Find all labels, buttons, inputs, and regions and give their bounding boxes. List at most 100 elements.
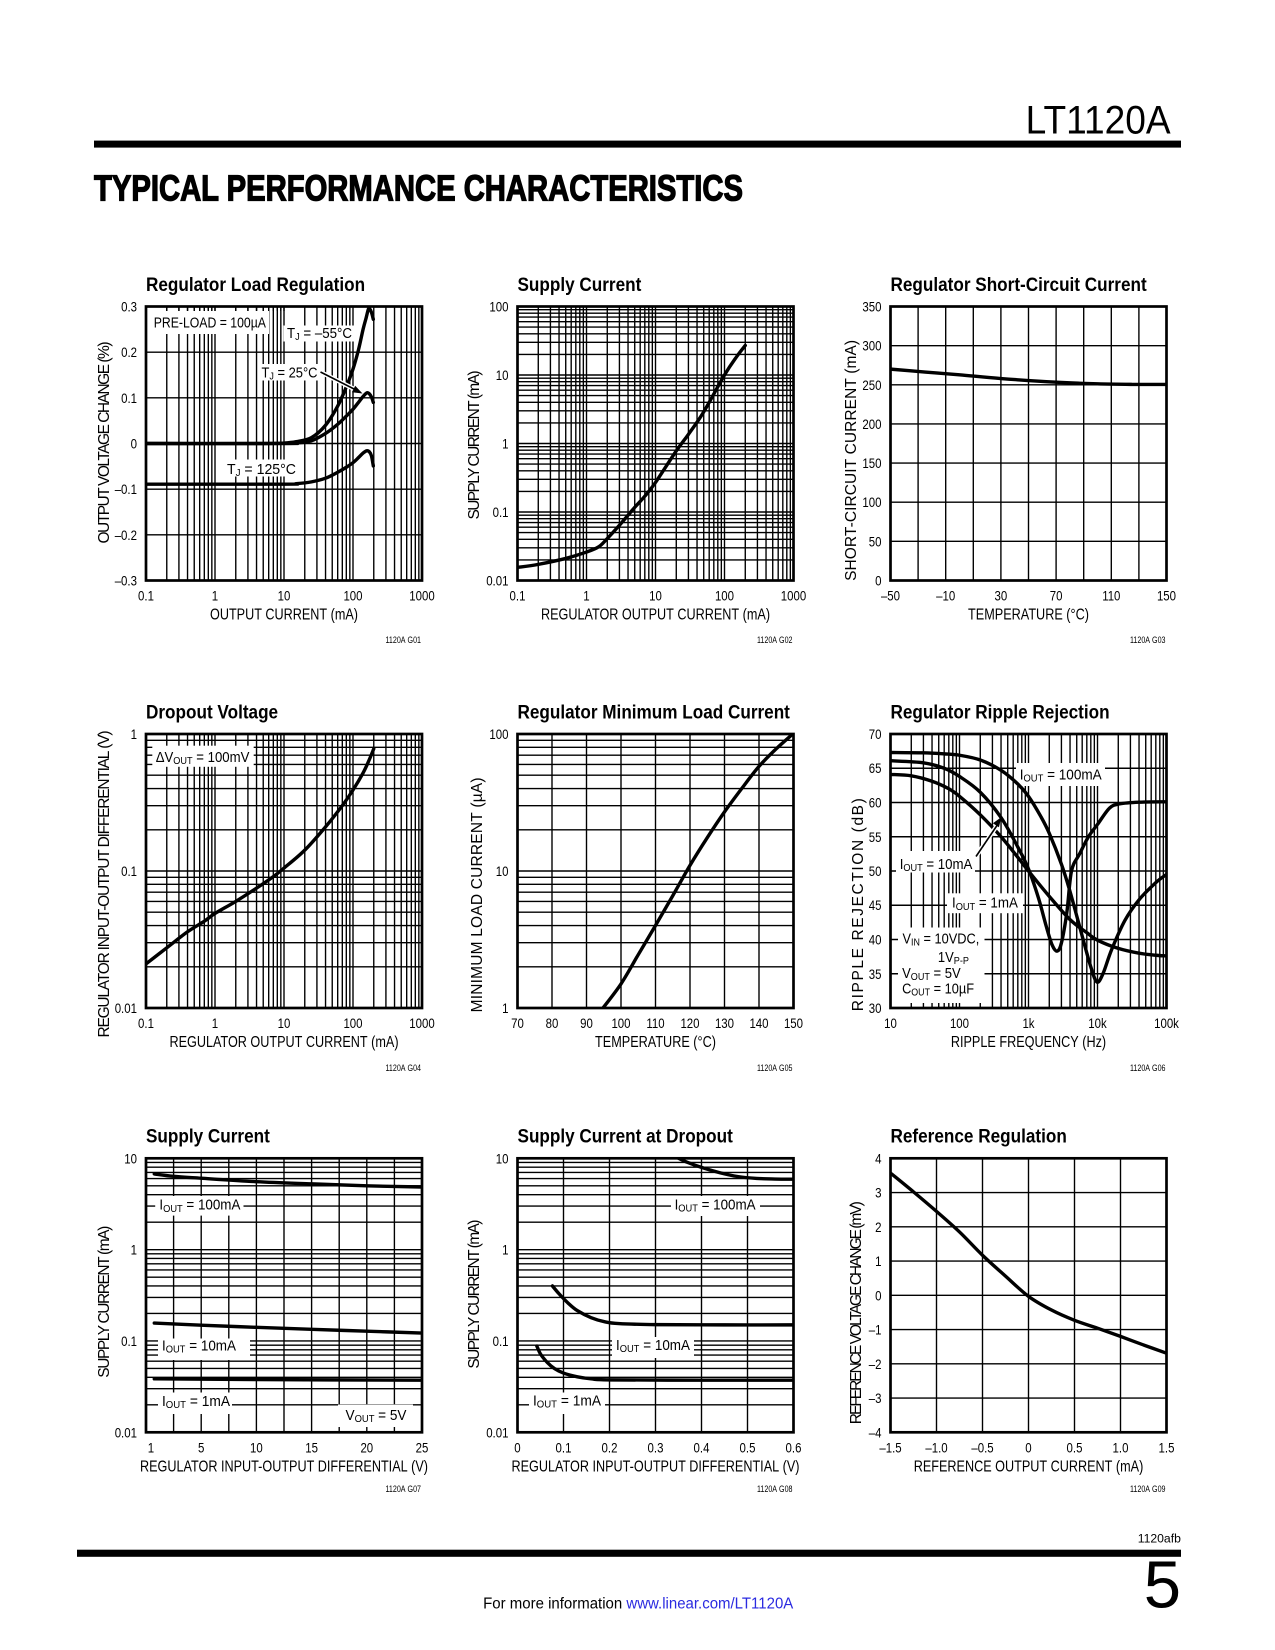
- svg-text:SUPPLY CURRENT (mA): SUPPLY CURRENT (mA): [466, 1220, 483, 1369]
- svg-text:200: 200: [862, 416, 881, 432]
- svg-text:0.3: 0.3: [648, 1440, 664, 1456]
- svg-text:10: 10: [884, 1015, 897, 1031]
- svg-text:= 1mA: = 1mA: [975, 895, 1018, 912]
- svg-text:0: 0: [1025, 1440, 1032, 1456]
- svg-text:I: I: [162, 1338, 166, 1355]
- svg-text:RIPPLE FREQUENCY (Hz): RIPPLE FREQUENCY (Hz): [951, 1034, 1106, 1051]
- svg-text:100: 100: [950, 1015, 969, 1031]
- svg-text:0.1: 0.1: [493, 504, 509, 520]
- svg-text:1000: 1000: [781, 588, 807, 604]
- svg-text:140: 140: [749, 1015, 768, 1031]
- svg-text:= 100mA: = 100mA: [183, 1197, 241, 1214]
- svg-text:–10: –10: [936, 588, 955, 604]
- svg-text:TEMPERATURE (°C): TEMPERATURE (°C): [595, 1034, 716, 1051]
- svg-text:–1.0: –1.0: [925, 1440, 947, 1456]
- svg-text:Reference Regulation: Reference Regulation: [891, 1126, 1067, 1148]
- svg-text:Supply Current: Supply Current: [518, 274, 642, 296]
- svg-text:80: 80: [546, 1015, 559, 1031]
- svg-text:70: 70: [511, 1015, 524, 1031]
- svg-text:I: I: [159, 1197, 163, 1214]
- svg-text:= 1mA: = 1mA: [186, 1393, 230, 1410]
- svg-text:= 125°C: = 125°C: [241, 461, 297, 478]
- svg-text:1120A G09: 1120A G09: [1130, 1484, 1166, 1494]
- svg-text:OUT: OUT: [173, 756, 193, 767]
- svg-text:I: I: [162, 1393, 166, 1410]
- svg-text:1: 1: [131, 1242, 138, 1258]
- svg-text:10: 10: [496, 863, 509, 879]
- svg-text:1: 1: [212, 1015, 219, 1031]
- svg-text:OUT: OUT: [678, 1204, 698, 1215]
- svg-text:REFERENCE VOLTAGE CHANGE (mV): REFERENCE VOLTAGE CHANGE (mV): [848, 1201, 865, 1424]
- svg-text:30: 30: [995, 588, 1008, 604]
- svg-text:1.0: 1.0: [1113, 1440, 1129, 1456]
- svg-text:110: 110: [1102, 588, 1120, 604]
- svg-text:OUTPUT CURRENT (mA): OUTPUT CURRENT (mA): [210, 607, 358, 624]
- svg-text:OUT: OUT: [911, 988, 930, 999]
- svg-text:J: J: [295, 332, 300, 343]
- svg-text:= –55°C: = –55°C: [300, 325, 352, 342]
- svg-text:150: 150: [1157, 588, 1176, 604]
- svg-text:= 10mA: = 10mA: [186, 1338, 237, 1355]
- svg-text:OUTPUT VOLTAGE CHANGE (%): OUTPUT VOLTAGE CHANGE (%): [96, 342, 113, 544]
- svg-text:40: 40: [869, 932, 882, 948]
- svg-text:1120A G02: 1120A G02: [757, 635, 793, 645]
- svg-text:0.1: 0.1: [121, 863, 137, 879]
- svg-text:C: C: [902, 981, 911, 998]
- svg-text:0.2: 0.2: [602, 1440, 618, 1456]
- svg-text:0.1: 0.1: [138, 1015, 154, 1031]
- svg-text:1120A G03: 1120A G03: [1130, 635, 1166, 645]
- svg-text:10: 10: [496, 1150, 509, 1166]
- svg-text:1000: 1000: [409, 1015, 435, 1031]
- svg-text:REGULATOR INPUT-OUTPUT DIFFERE: REGULATOR INPUT-OUTPUT DIFFERENTIAL (V): [512, 1458, 800, 1475]
- svg-text:OUT: OUT: [166, 1400, 187, 1411]
- svg-text:= 100mV: = 100mV: [193, 749, 250, 766]
- svg-text:0.2: 0.2: [121, 344, 137, 360]
- svg-text:120: 120: [680, 1015, 699, 1031]
- svg-text:350: 350: [862, 299, 881, 315]
- svg-text:1: 1: [131, 726, 138, 742]
- svg-text:I: I: [952, 895, 956, 912]
- svg-text:150: 150: [784, 1015, 803, 1031]
- svg-text:1120A G01: 1120A G01: [386, 635, 422, 645]
- svg-text:SUPPLY CURRENT (mA): SUPPLY CURRENT (mA): [96, 1226, 113, 1378]
- svg-text:= 10mA: = 10mA: [640, 1337, 691, 1354]
- svg-text:1: 1: [502, 436, 509, 452]
- svg-text:0.1: 0.1: [493, 1333, 509, 1349]
- svg-text:50: 50: [869, 863, 882, 879]
- svg-text:J: J: [236, 468, 241, 479]
- svg-text:PRE-LOAD = 100µA: PRE-LOAD = 100µA: [154, 315, 266, 332]
- svg-text:0: 0: [131, 436, 138, 452]
- svg-text:OUT: OUT: [911, 972, 931, 983]
- svg-text:I: I: [900, 856, 904, 873]
- svg-text:300: 300: [862, 338, 881, 354]
- svg-text:T: T: [262, 365, 270, 382]
- svg-text:1: 1: [583, 588, 590, 604]
- svg-text:T: T: [287, 325, 295, 342]
- svg-text:–0.1: –0.1: [115, 481, 137, 497]
- svg-text:SUPPLY CURRENT (mA): SUPPLY CURRENT (mA): [466, 371, 483, 520]
- svg-text:Supply Current: Supply Current: [146, 1126, 270, 1148]
- svg-text:IN: IN: [911, 938, 920, 949]
- svg-text:MINIMUM LOAD CURRENT (µA): MINIMUM LOAD CURRENT (µA): [469, 777, 486, 1012]
- svg-text:0.1: 0.1: [138, 588, 154, 604]
- svg-text:OUT: OUT: [620, 1344, 640, 1355]
- svg-text:Regulator Load Regulation: Regulator Load Regulation: [146, 274, 365, 296]
- svg-text:15: 15: [305, 1440, 318, 1456]
- svg-text:REGULATOR INPUT-OUTPUT DIFFERE: REGULATOR INPUT-OUTPUT DIFFERENTIAL (V): [96, 731, 113, 1038]
- svg-text:100: 100: [343, 1015, 362, 1031]
- svg-text:100: 100: [489, 299, 508, 315]
- svg-text:60: 60: [869, 795, 882, 811]
- svg-text:100: 100: [611, 1015, 630, 1031]
- svg-text:0.5: 0.5: [740, 1440, 756, 1456]
- svg-text:30: 30: [869, 1000, 882, 1016]
- svg-text:= 10µF: = 10µF: [930, 981, 974, 998]
- svg-text:= 10mA: = 10mA: [923, 856, 973, 873]
- svg-text:0: 0: [514, 1440, 521, 1456]
- svg-text:–1: –1: [869, 1322, 882, 1338]
- svg-text:–50: –50: [881, 588, 900, 604]
- svg-text:OUT: OUT: [537, 1400, 558, 1411]
- svg-text:0.01: 0.01: [486, 573, 508, 589]
- svg-text:0.1: 0.1: [556, 1440, 572, 1456]
- svg-text:REFERENCE OUTPUT CURRENT (mA): REFERENCE OUTPUT CURRENT (mA): [914, 1458, 1144, 1475]
- svg-text:LT1120A: LT1120A: [1026, 99, 1171, 143]
